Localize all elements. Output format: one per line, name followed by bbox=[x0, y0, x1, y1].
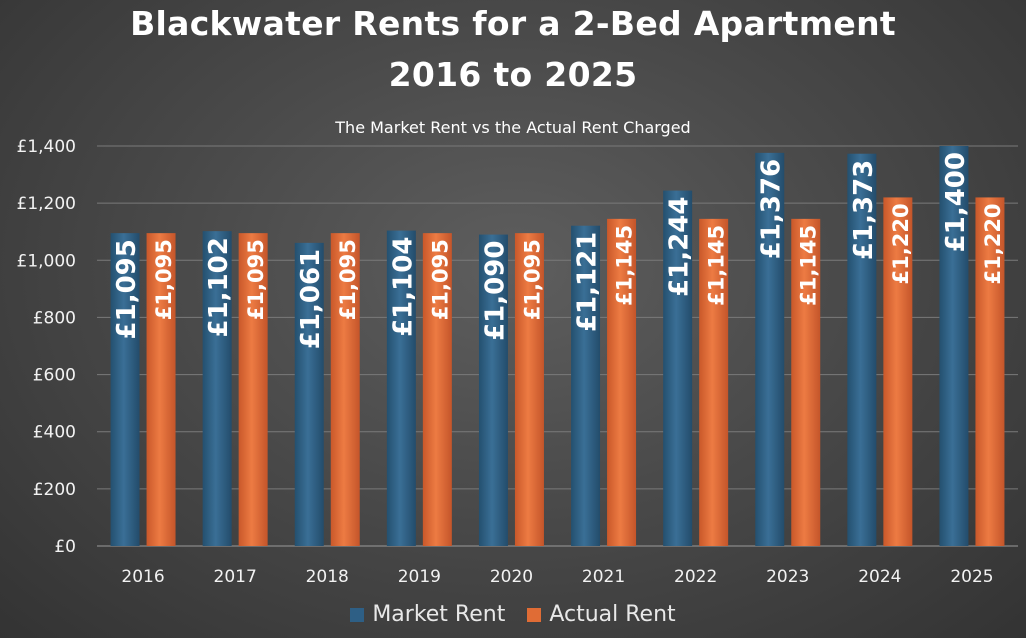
y-axis-ticks: £0 £200 £400 £600 £800 £1,000 £1,200 £1,400 bbox=[17, 137, 76, 557]
market-rent-data-label: £1,104 bbox=[388, 237, 418, 337]
chart-title-line-2: 2016 to 2025 bbox=[388, 55, 638, 94]
actual-rent-bar bbox=[791, 218, 821, 546]
actual-rent-bar bbox=[514, 233, 544, 546]
actual-rent-data-label: £1,220 bbox=[889, 203, 913, 284]
market-rent-data-label: £1,061 bbox=[296, 249, 326, 349]
actual-rent-bar bbox=[883, 197, 913, 546]
x-tick-label: 2019 bbox=[398, 567, 441, 587]
actual-rent-bar bbox=[146, 233, 176, 546]
market-rent-bar bbox=[571, 225, 601, 546]
chart-title-line-1: Blackwater Rents for a 2-Bed Apartment bbox=[130, 4, 896, 43]
x-axis-ticks: 2016 2017 2018 2019 2020 2021 2022 2023 2024 2025 bbox=[121, 567, 993, 587]
x-tick-label: 2024 bbox=[858, 567, 901, 587]
market-rent-bar bbox=[294, 242, 324, 546]
data-labels: £1,095 £1,095 £1,102 £1,095 £1,061 £1,095 £1,1… bbox=[112, 152, 1005, 349]
x-tick-label: 2023 bbox=[766, 567, 809, 587]
y-tick-label: £400 bbox=[33, 423, 76, 443]
market-rent-bar bbox=[939, 146, 969, 546]
market-rent-bar bbox=[202, 231, 232, 546]
market-rent-bar bbox=[847, 153, 877, 546]
gridlines bbox=[97, 145, 1018, 547]
x-tick-label: 2020 bbox=[490, 567, 533, 587]
actual-rent-data-label: £1,095 bbox=[428, 239, 452, 320]
actual-rent-data-label: £1,145 bbox=[797, 225, 821, 306]
x-tick-label: 2018 bbox=[306, 567, 349, 587]
legend-swatch-actual bbox=[527, 607, 542, 622]
actual-rent-data-label: £1,145 bbox=[705, 225, 729, 306]
market-rent-bar bbox=[386, 230, 416, 547]
market-rent-data-label: £1,102 bbox=[204, 237, 234, 337]
market-rent-data-label: £1,244 bbox=[665, 197, 695, 297]
actual-rent-data-label: £1,220 bbox=[981, 203, 1005, 284]
legend-item-market: Market Rent bbox=[350, 602, 505, 627]
x-tick-label: 2021 bbox=[582, 567, 625, 587]
legend-swatch-market bbox=[350, 607, 365, 622]
market-rent-bar bbox=[110, 233, 140, 546]
y-tick-label: £1,000 bbox=[17, 251, 76, 271]
market-rent-bar bbox=[663, 190, 693, 547]
market-rent-data-label: £1,090 bbox=[480, 241, 510, 341]
market-rent-data-label: £1,095 bbox=[112, 239, 142, 339]
actual-rent-bar bbox=[422, 233, 452, 546]
actual-rent-data-label: £1,095 bbox=[336, 239, 360, 320]
actual-rent-bar bbox=[330, 233, 360, 546]
y-tick-label: £200 bbox=[33, 480, 76, 500]
y-tick-label: £0 bbox=[54, 537, 76, 557]
market-rent-data-label: £1,400 bbox=[941, 152, 971, 252]
market-rent-bar bbox=[755, 152, 785, 546]
y-tick-label: £1,200 bbox=[17, 194, 76, 214]
actual-rent-data-label: £1,095 bbox=[520, 239, 544, 320]
legend: Market Rent Actual Rent bbox=[0, 602, 1026, 627]
actual-rent-bar bbox=[975, 197, 1005, 546]
actual-rent-bar bbox=[238, 233, 268, 546]
actual-rent-bar bbox=[699, 218, 729, 546]
x-tick-label: 2017 bbox=[214, 567, 257, 587]
x-tick-label: 2016 bbox=[121, 567, 164, 587]
actual-rent-data-label: £1,095 bbox=[152, 239, 176, 320]
legend-label-actual: Actual Rent bbox=[549, 602, 676, 627]
y-tick-label: £600 bbox=[33, 366, 76, 386]
market-rent-bar bbox=[478, 234, 508, 547]
actual-rent-data-label: £1,145 bbox=[613, 225, 637, 306]
y-tick-label: £800 bbox=[33, 308, 76, 328]
legend-item-actual: Actual Rent bbox=[527, 602, 676, 627]
market-rent-data-label: £1,376 bbox=[757, 159, 787, 259]
actual-rent-bar bbox=[607, 218, 637, 546]
y-tick-label: £1,400 bbox=[17, 137, 76, 157]
actual-rent-data-label: £1,095 bbox=[244, 239, 268, 320]
x-tick-label: 2022 bbox=[674, 567, 717, 587]
chart-subtitle: The Market Rent vs the Actual Rent Charg… bbox=[335, 118, 691, 137]
market-rent-data-label: £1,121 bbox=[573, 232, 603, 332]
bars bbox=[110, 146, 1005, 547]
x-tick-label: 2025 bbox=[950, 567, 993, 587]
legend-label-market: Market Rent bbox=[372, 602, 506, 627]
market-rent-data-label: £1,373 bbox=[849, 160, 879, 260]
